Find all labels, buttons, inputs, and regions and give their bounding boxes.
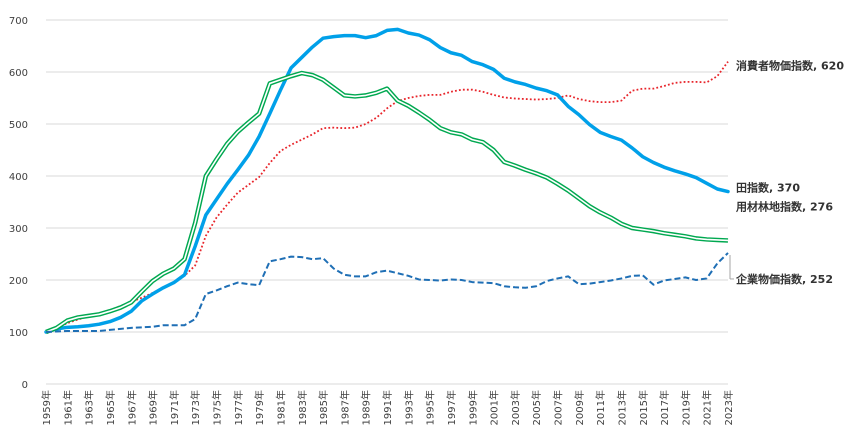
series-cpi <box>45 61 729 333</box>
x-tick-label: 1959年 <box>40 390 53 425</box>
x-tick-label: 2013年 <box>615 390 628 425</box>
x-tick-label: 1987年 <box>338 390 351 425</box>
x-tick-label: 1989年 <box>360 390 373 425</box>
x-tick-label: 1985年 <box>317 390 330 425</box>
y-tick-label: 200 <box>9 276 28 287</box>
x-tick-label: 1999年 <box>466 390 479 425</box>
y-tick-label: 700 <box>9 16 28 27</box>
gridlines <box>46 19 728 385</box>
series-line-cpi <box>45 61 729 333</box>
series-line-forest <box>45 70 729 335</box>
y-tick-label: 0 <box>22 380 28 391</box>
x-tick-label: 2011年 <box>594 390 607 425</box>
series-forest <box>45 70 729 335</box>
series-line-corp <box>45 252 729 333</box>
series-lines <box>44 27 730 335</box>
x-tick-label: 1965年 <box>104 390 117 425</box>
y-tick-label: 500 <box>9 120 28 131</box>
x-tick-label: 2003年 <box>509 390 522 425</box>
series-paddy <box>44 27 730 334</box>
end-label-forest: 用材林地指数, 276 <box>736 199 833 213</box>
x-tick-label: 1961年 <box>61 390 74 425</box>
x-tick-label: 1995年 <box>424 390 437 425</box>
y-tick-label: 600 <box>9 68 28 79</box>
end-label-cpi: 消費者物価指数, 620 <box>736 59 844 73</box>
end-label-corp: 企業物価指数, 252 <box>735 272 833 286</box>
x-tick-label: 1979年 <box>253 390 266 425</box>
axes: 0 100 200 300 400 500 600 700 1959年 1961年 1963年 196… <box>9 16 735 425</box>
x-tick-label: 1991年 <box>381 390 394 425</box>
x-tick-label: 1997年 <box>445 390 458 425</box>
x-tick-label: 1971年 <box>168 390 181 425</box>
x-tick-label: 2015年 <box>637 390 650 425</box>
x-tick-label: 1993年 <box>402 390 415 425</box>
y-tick-label: 300 <box>9 224 28 235</box>
x-tick-label: 2019年 <box>679 390 692 425</box>
x-tick-label: 2005年 <box>530 390 543 425</box>
x-tick-label: 1983年 <box>296 390 309 425</box>
y-tick-label: 100 <box>9 328 28 339</box>
end-label-paddy: 田指数, 370 <box>736 181 800 195</box>
x-tick-label: 2007年 <box>552 390 565 425</box>
x-tick-label: 2001年 <box>488 390 501 425</box>
x-tick-label: 1975年 <box>211 390 224 425</box>
x-tick-label: 1977年 <box>232 390 245 425</box>
series-corp <box>45 252 729 333</box>
x-tick-label: 2021年 <box>701 390 714 425</box>
x-tick-label: 2023年 <box>722 390 735 425</box>
x-tick-label: 1973年 <box>189 390 202 425</box>
series-end-labels: 消費者物価指数, 620 田指数, 370 用材林地指数, 276 企業物価指数, 2… <box>729 59 844 286</box>
x-tick-label: 1981年 <box>274 390 287 425</box>
x-tick-label: 1967年 <box>125 390 138 425</box>
x-tick-label: 2017年 <box>658 390 671 425</box>
x-tick-label: 1963年 <box>83 390 96 425</box>
y-tick-label: 400 <box>9 172 28 183</box>
x-tick-label: 2009年 <box>573 390 586 425</box>
x-tick-label: 1969年 <box>147 390 160 425</box>
series-line-paddy <box>44 27 730 334</box>
series-line-inner-forest <box>45 72 729 333</box>
